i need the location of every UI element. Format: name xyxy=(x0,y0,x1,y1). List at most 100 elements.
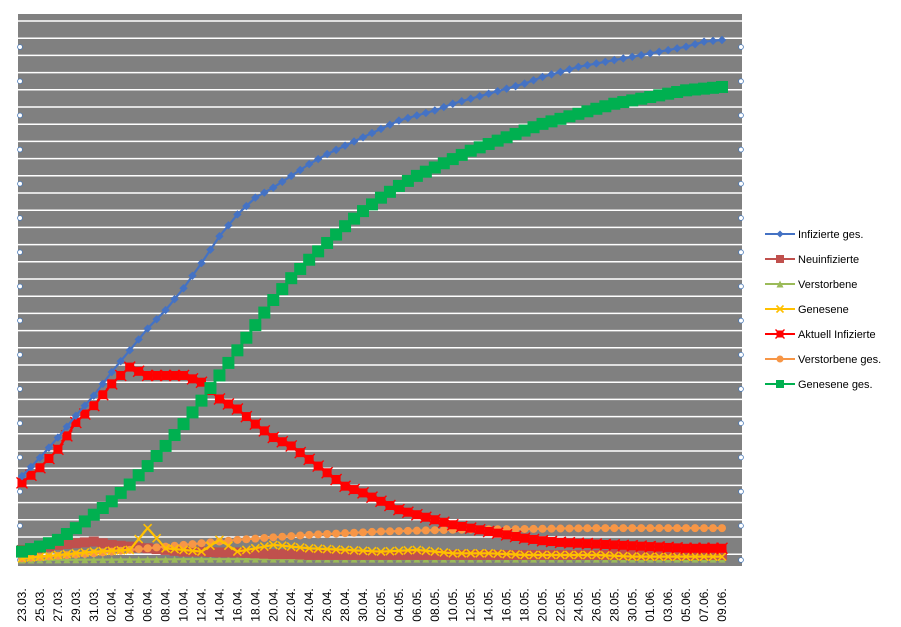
data-point xyxy=(223,541,233,551)
data-point xyxy=(206,245,215,254)
data-point xyxy=(654,47,664,56)
data-point xyxy=(690,39,700,49)
data-point xyxy=(717,552,727,562)
y-tick-dot xyxy=(17,44,23,50)
data-point xyxy=(654,552,664,562)
x-tick-label: 25.03. xyxy=(33,588,47,621)
data-point xyxy=(439,547,449,558)
data-point xyxy=(484,548,494,558)
data-point xyxy=(233,555,241,563)
data-point xyxy=(358,133,368,142)
data-point xyxy=(509,127,522,140)
y-tick-dot xyxy=(738,557,744,563)
data-point xyxy=(197,555,205,563)
data-point xyxy=(88,536,99,547)
data-point xyxy=(529,524,538,533)
data-point xyxy=(186,406,199,419)
data-point xyxy=(617,539,630,552)
data-point xyxy=(502,84,511,93)
data-point xyxy=(232,547,242,557)
data-point xyxy=(691,524,700,533)
data-point xyxy=(312,460,325,473)
data-point xyxy=(555,550,566,560)
data-point xyxy=(168,429,181,442)
data-point xyxy=(80,401,90,410)
data-point xyxy=(385,527,394,536)
data-point xyxy=(708,552,718,562)
data-point xyxy=(169,545,180,556)
data-point xyxy=(716,80,728,93)
data-point xyxy=(637,50,646,60)
data-point xyxy=(646,524,655,533)
data-point xyxy=(161,543,171,553)
data-point xyxy=(53,550,63,560)
x-tick-label: 08.05. xyxy=(428,588,442,621)
data-point xyxy=(108,556,116,564)
data-point xyxy=(269,183,278,192)
data-point xyxy=(96,388,109,401)
series-group xyxy=(16,35,728,564)
data-point xyxy=(385,120,395,129)
y-tick-dot xyxy=(17,146,23,153)
data-point xyxy=(430,547,440,557)
y-tick-dot xyxy=(17,283,23,290)
y-tick-dot xyxy=(17,78,23,84)
data-point xyxy=(475,548,485,558)
data-point xyxy=(511,549,521,560)
data-point xyxy=(153,555,161,563)
data-point xyxy=(115,540,126,551)
data-point xyxy=(493,549,503,559)
data-point xyxy=(662,541,675,554)
data-point xyxy=(276,435,289,448)
data-point xyxy=(590,538,603,551)
data-point xyxy=(420,549,431,560)
x-tick-label: 03.06. xyxy=(661,588,675,621)
data-point xyxy=(233,535,242,544)
data-point xyxy=(626,539,639,552)
data-point xyxy=(394,546,404,556)
data-point xyxy=(341,529,350,538)
data-point xyxy=(401,506,414,519)
data-point xyxy=(180,555,188,563)
data-point xyxy=(79,537,90,548)
data-point xyxy=(197,258,206,268)
data-point xyxy=(116,545,126,555)
data-point xyxy=(645,552,655,562)
data-point xyxy=(699,37,709,46)
data-point xyxy=(564,550,575,560)
data-point xyxy=(682,524,691,533)
data-point xyxy=(269,533,278,542)
x-tick-label: 10.05. xyxy=(446,588,460,621)
data-point xyxy=(152,533,162,543)
data-point xyxy=(475,91,484,101)
y-axis-ticks xyxy=(17,44,744,563)
data-point xyxy=(51,443,64,456)
data-point xyxy=(367,546,377,556)
y-tick-dot xyxy=(738,317,744,324)
legend-label: Verstorbene ges. xyxy=(798,354,881,366)
data-point xyxy=(681,549,692,560)
data-point xyxy=(447,549,458,560)
data-point xyxy=(249,418,262,431)
data-point xyxy=(448,548,458,558)
data-point xyxy=(98,379,107,389)
data-point xyxy=(708,36,718,46)
data-point xyxy=(126,555,134,563)
data-point xyxy=(204,382,217,395)
data-point xyxy=(171,555,179,563)
series-genesene xyxy=(17,523,727,563)
x-tick-label: 30.05. xyxy=(625,588,639,621)
data-point xyxy=(430,526,439,535)
data-point xyxy=(159,439,172,452)
data-point xyxy=(134,534,144,544)
data-point xyxy=(231,403,244,416)
data-point xyxy=(24,543,37,556)
data-point xyxy=(63,556,71,564)
legend-label: Neuinfizierte xyxy=(798,254,859,266)
data-point xyxy=(26,462,36,472)
data-point xyxy=(439,102,448,112)
data-point xyxy=(627,549,638,560)
legend-label: Aktuell Infizierte xyxy=(798,329,876,341)
data-point xyxy=(565,65,574,74)
y-tick-dot xyxy=(738,386,744,392)
